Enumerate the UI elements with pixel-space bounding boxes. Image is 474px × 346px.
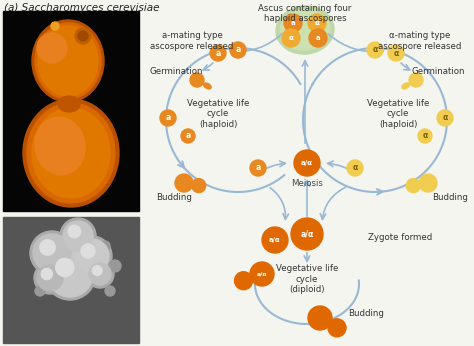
Circle shape: [418, 129, 432, 143]
Text: a-mating type
ascospore released: a-mating type ascospore released: [150, 31, 234, 51]
Circle shape: [33, 234, 71, 272]
Circle shape: [308, 14, 326, 32]
Text: Germination: Germination: [411, 67, 465, 76]
Text: a: a: [291, 20, 295, 26]
Text: a/α: a/α: [301, 229, 314, 238]
Text: a: a: [185, 131, 191, 140]
Ellipse shape: [203, 83, 211, 89]
Circle shape: [235, 272, 253, 290]
Bar: [3, 217, 139, 343]
Text: Ascus containing four
haploid ascospores: Ascus containing four haploid ascospores: [258, 4, 352, 24]
Text: a/α: a/α: [269, 237, 281, 243]
Circle shape: [294, 150, 320, 176]
Circle shape: [388, 45, 404, 61]
Circle shape: [160, 110, 176, 126]
Circle shape: [230, 42, 246, 58]
Circle shape: [60, 218, 96, 254]
Circle shape: [86, 260, 114, 288]
Circle shape: [190, 73, 204, 87]
Circle shape: [328, 319, 346, 337]
Circle shape: [109, 260, 121, 272]
Circle shape: [75, 239, 109, 273]
Ellipse shape: [402, 83, 410, 89]
Ellipse shape: [38, 26, 98, 96]
Bar: [3, 11, 139, 211]
Text: a: a: [255, 164, 261, 173]
Text: Vegetative life
cycle
(diploid): Vegetative life cycle (diploid): [276, 264, 338, 294]
Circle shape: [72, 236, 112, 276]
Circle shape: [41, 268, 53, 280]
Circle shape: [78, 31, 88, 41]
Text: α: α: [289, 35, 293, 41]
Circle shape: [89, 263, 111, 285]
Text: Vegetative life
cycle
(haploid): Vegetative life cycle (haploid): [187, 99, 249, 129]
Circle shape: [100, 241, 110, 251]
Ellipse shape: [35, 117, 85, 175]
Circle shape: [181, 129, 195, 143]
Ellipse shape: [37, 33, 67, 63]
Text: α: α: [352, 164, 357, 173]
Text: Budding: Budding: [432, 193, 468, 202]
Circle shape: [35, 286, 45, 296]
Circle shape: [47, 251, 93, 297]
Text: Meiosis: Meiosis: [291, 179, 323, 188]
Circle shape: [309, 29, 327, 47]
Circle shape: [68, 225, 81, 238]
Text: α: α: [373, 46, 378, 55]
Circle shape: [56, 258, 74, 276]
Text: a: a: [165, 113, 171, 122]
Text: a: a: [215, 48, 220, 57]
Circle shape: [419, 174, 437, 192]
Circle shape: [437, 110, 453, 126]
Circle shape: [262, 227, 288, 253]
Circle shape: [347, 160, 363, 176]
Circle shape: [63, 221, 93, 251]
Circle shape: [367, 42, 383, 58]
Ellipse shape: [35, 23, 101, 99]
Circle shape: [92, 266, 102, 275]
Circle shape: [30, 231, 74, 275]
Text: α-mating type
ascospore released: α-mating type ascospore released: [378, 31, 462, 51]
Circle shape: [44, 248, 96, 300]
Circle shape: [291, 218, 323, 250]
Text: α: α: [442, 113, 447, 122]
Ellipse shape: [32, 108, 110, 198]
Text: α: α: [422, 131, 428, 140]
Ellipse shape: [280, 10, 330, 50]
Ellipse shape: [23, 99, 119, 207]
Text: Budding: Budding: [156, 193, 192, 202]
Text: a/α: a/α: [257, 272, 267, 276]
Circle shape: [191, 179, 206, 193]
Text: α: α: [393, 48, 399, 57]
Circle shape: [51, 22, 59, 30]
Circle shape: [34, 262, 66, 294]
Text: Vegetative life
cycle
(haploid): Vegetative life cycle (haploid): [367, 99, 429, 129]
Circle shape: [175, 174, 193, 192]
Text: a: a: [236, 46, 241, 55]
Circle shape: [40, 240, 55, 255]
Text: a/α: a/α: [301, 160, 313, 166]
Circle shape: [406, 179, 420, 193]
Circle shape: [210, 45, 226, 61]
Text: Budding: Budding: [348, 310, 384, 319]
Ellipse shape: [58, 96, 80, 112]
Ellipse shape: [27, 103, 115, 203]
Circle shape: [75, 28, 91, 44]
Text: (a) Saccharomyces cerevisiae: (a) Saccharomyces cerevisiae: [4, 3, 159, 13]
Ellipse shape: [276, 6, 334, 54]
Ellipse shape: [32, 20, 104, 102]
Circle shape: [105, 286, 115, 296]
Circle shape: [250, 262, 274, 286]
Circle shape: [282, 29, 300, 47]
Text: α: α: [315, 20, 319, 26]
Circle shape: [284, 14, 302, 32]
Circle shape: [409, 73, 423, 87]
Circle shape: [250, 160, 266, 176]
Circle shape: [308, 306, 332, 330]
Circle shape: [81, 244, 95, 258]
Circle shape: [37, 265, 63, 291]
Text: Zygote formed: Zygote formed: [368, 234, 432, 243]
Text: Germination: Germination: [149, 67, 203, 76]
Text: a: a: [316, 35, 320, 41]
